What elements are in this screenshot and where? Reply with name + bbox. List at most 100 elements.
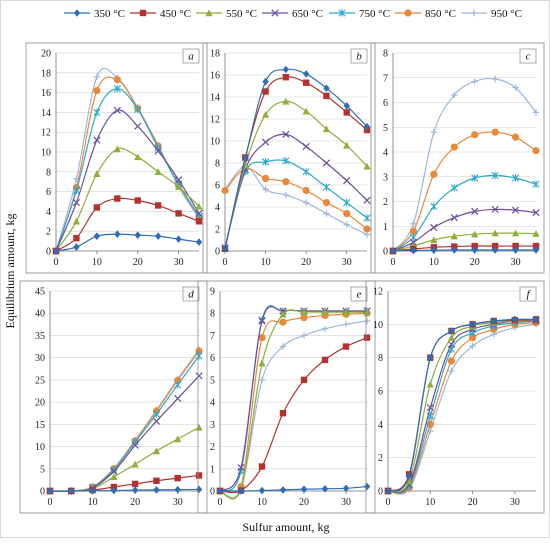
- y-tick-label: 2: [210, 442, 215, 453]
- legend-item-650C: 650 °C: [262, 8, 323, 20]
- series-650C: [389, 205, 540, 255]
- panel-c: 0 1 2 3 4 5 6 7 8 0 10 20 30 c: [370, 42, 545, 274]
- data-point: [93, 136, 101, 144]
- data-point: [342, 484, 350, 493]
- data-point: [532, 209, 540, 217]
- x-tick-label: 0: [48, 497, 53, 508]
- data-point: [134, 153, 142, 161]
- data-point: [322, 199, 331, 207]
- data-point: [532, 242, 540, 250]
- data-point: [363, 482, 371, 491]
- data-point: [93, 87, 101, 95]
- panel-d: 0 5 10 15 20 25 30 35 40 45 0 10 20 30 d: [19, 280, 208, 514]
- data-point: [532, 315, 540, 324]
- data-point: [322, 125, 331, 133]
- data-point: [512, 246, 519, 254]
- data-point: [512, 84, 519, 91]
- x-tick-label: 0: [386, 497, 391, 508]
- series-750C: [389, 171, 540, 255]
- panel-letter: d: [188, 289, 194, 301]
- data-point: [242, 154, 249, 163]
- data-point: [363, 334, 371, 341]
- data-point: [154, 168, 162, 175]
- x-tick-label: 0: [223, 257, 228, 268]
- y-tick-label: 4: [210, 398, 215, 409]
- panel-letter-box: [350, 286, 368, 302]
- data-point: [68, 487, 75, 495]
- series-line: [55, 88, 200, 252]
- series-350C: [216, 482, 371, 495]
- data-point: [451, 91, 458, 99]
- data-point: [471, 131, 479, 139]
- x-tick-label: 30: [341, 497, 351, 508]
- data-point: [261, 174, 270, 182]
- y-tick-label: 8: [383, 49, 388, 60]
- y-tick-label: 0: [40, 487, 45, 498]
- x-tick-label: 0: [391, 257, 396, 268]
- panel-a: 0 2 4 6 8 10 12 14 16 18 20 0 10 20 30 a: [25, 42, 208, 274]
- y-tick-label: 30: [35, 353, 45, 364]
- series-650C: [216, 306, 371, 495]
- data-point: [175, 210, 182, 217]
- data-point: [323, 92, 330, 100]
- data-point: [450, 232, 458, 240]
- data-point: [282, 130, 290, 139]
- data-point: [447, 340, 456, 348]
- data-point: [448, 327, 455, 335]
- data-point: [282, 178, 290, 186]
- series-line: [219, 312, 368, 500]
- data-point: [131, 441, 139, 449]
- data-point: [389, 247, 397, 255]
- data-point: [279, 410, 287, 417]
- data-point: [114, 230, 121, 238]
- data-point: [511, 229, 520, 237]
- y-tick-label: 6: [46, 187, 51, 198]
- data-point: [410, 246, 417, 255]
- data-point: [300, 376, 308, 384]
- series-line: [219, 309, 367, 500]
- data-point: [410, 220, 417, 227]
- y-tick-label: 6: [215, 181, 220, 192]
- y-tick-label: 0: [210, 487, 215, 498]
- data-point: [195, 352, 203, 360]
- data-point: [448, 367, 455, 375]
- y-tick-label: 3: [210, 420, 215, 431]
- data-point: [300, 314, 308, 322]
- data-point: [174, 474, 181, 482]
- x-tick-label: 20: [468, 497, 478, 508]
- series-line: [392, 77, 537, 252]
- data-point: [154, 147, 162, 155]
- data-point: [342, 308, 350, 316]
- legend-marker-star-icon: [338, 9, 346, 17]
- series-350C: [52, 230, 203, 255]
- series-850C: [46, 347, 203, 495]
- data-point: [113, 84, 121, 93]
- data-point: [93, 108, 101, 117]
- data-point: [262, 88, 269, 95]
- data-point: [279, 486, 287, 494]
- data-point: [468, 334, 477, 342]
- data-point: [279, 343, 287, 350]
- y-tick-label: 6: [210, 353, 215, 364]
- data-point: [512, 242, 519, 250]
- x-tick-label: 0: [218, 497, 223, 508]
- data-point: [174, 183, 183, 190]
- data-point: [152, 410, 161, 418]
- data-point: [93, 204, 101, 211]
- panel-letter-box: [182, 286, 200, 302]
- legend-marker-diamond-icon: [73, 9, 81, 17]
- x-tick-label: 10: [429, 257, 439, 268]
- panel-letter-box: [182, 48, 200, 64]
- data-point: [343, 102, 350, 110]
- y-tick-label: 4: [215, 203, 220, 214]
- series-650C: [52, 106, 203, 255]
- series-950C: [52, 67, 203, 255]
- y-tick-label: 4: [46, 207, 51, 218]
- data-point: [532, 230, 540, 237]
- y-axis-title: Equilibrium amount, kg: [3, 214, 17, 329]
- data-point: [93, 232, 101, 240]
- data-point: [195, 347, 203, 355]
- y-tick-label: 20: [35, 398, 45, 409]
- data-point: [153, 477, 160, 484]
- legend-label: 750 °C: [359, 8, 390, 20]
